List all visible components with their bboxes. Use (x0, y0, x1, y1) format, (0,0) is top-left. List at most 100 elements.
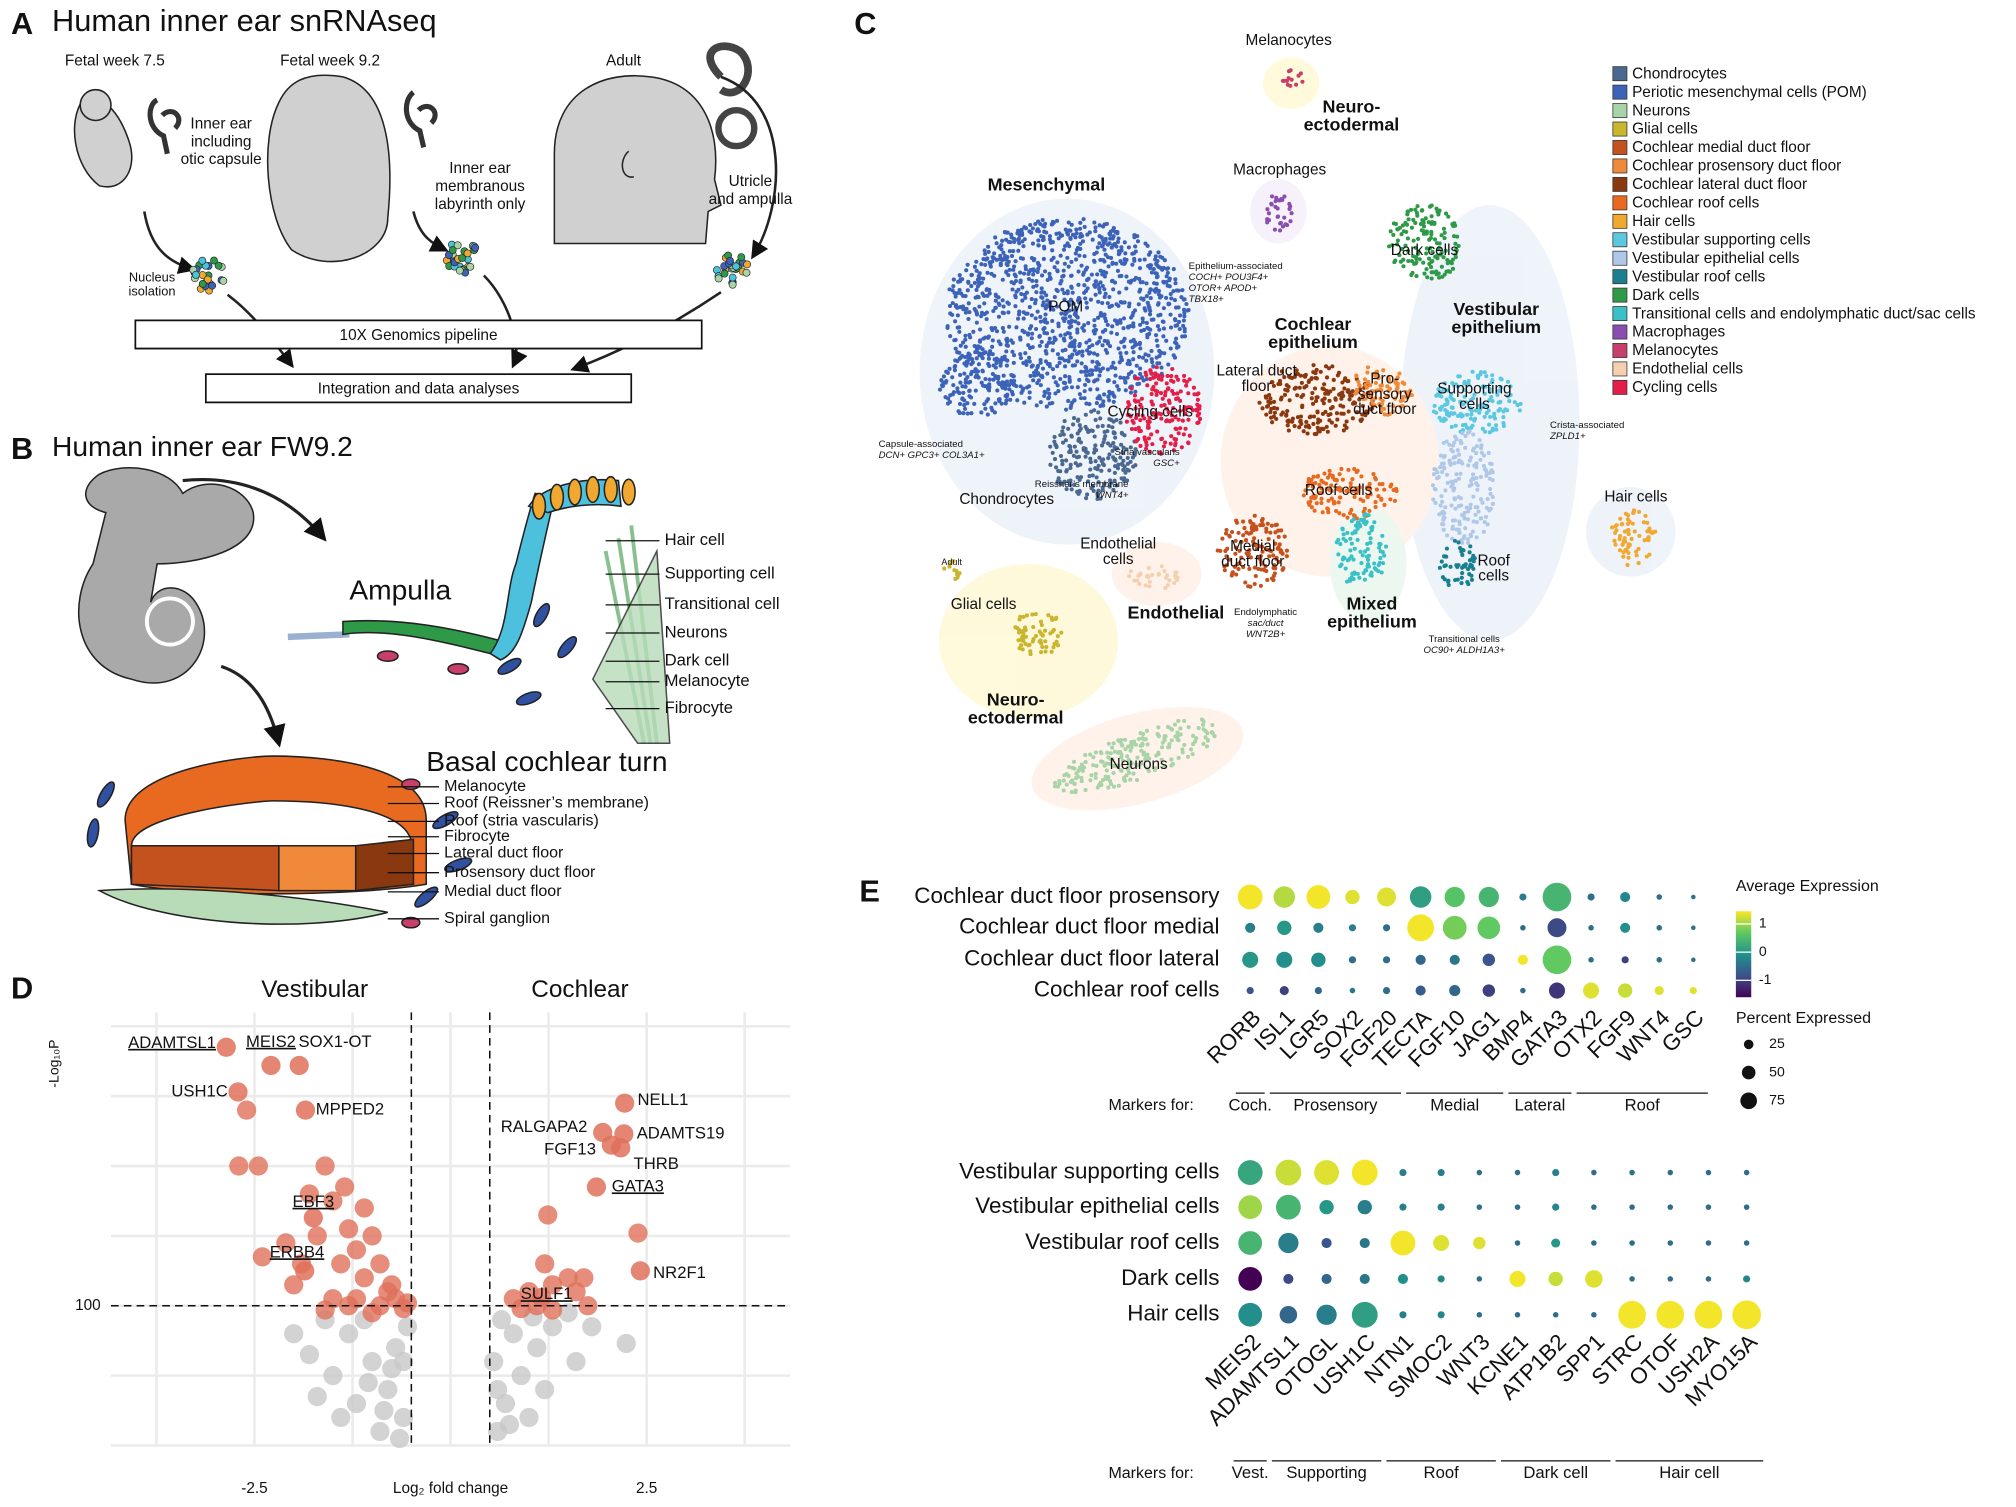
cell-dot (977, 280, 982, 285)
cell-dot (1012, 264, 1017, 269)
cell-dot (1413, 220, 1418, 226)
legend-swatch (1612, 140, 1628, 155)
group-label: Vestibular (261, 976, 368, 1003)
cell-dot (1453, 506, 1458, 511)
cell-dot (1112, 470, 1117, 475)
cell-dot (1634, 553, 1639, 558)
expression-dot (1245, 922, 1256, 933)
cell-dot (1617, 537, 1622, 542)
cell-dot (1076, 438, 1081, 443)
cell-dot (1114, 331, 1120, 337)
cell-dot (1156, 571, 1161, 576)
cell-dot (1244, 538, 1249, 543)
cell-dot (1037, 334, 1042, 339)
cell-dot (1322, 382, 1327, 387)
cell-dot (1033, 612, 1038, 617)
cell-dot (1210, 722, 1215, 728)
cell-dot (1035, 309, 1040, 314)
cell-dot (1026, 331, 1031, 336)
cell-dot (1000, 326, 1005, 331)
cell-dot (1072, 338, 1077, 343)
gene-point (284, 1324, 304, 1344)
expression-dot (1238, 1267, 1263, 1291)
significant-point (315, 1300, 335, 1320)
cell-dot (1048, 444, 1053, 449)
cell-dot (1092, 251, 1097, 257)
cell-dot (1096, 339, 1102, 344)
cell-dot (1425, 275, 1430, 280)
expression-dot (1482, 984, 1496, 997)
cell-dot (1107, 417, 1112, 422)
expression-dot (1277, 920, 1292, 935)
cell-dot (1121, 339, 1126, 344)
cell-dot (1195, 397, 1200, 402)
cell-dot (1076, 282, 1081, 287)
cell-dot (1319, 500, 1324, 506)
expression-dot (1278, 1232, 1299, 1254)
cell-dot (1012, 239, 1017, 245)
cell-dot (1111, 430, 1116, 435)
cell-dot (1493, 423, 1499, 428)
region-label: Endothelial (1128, 603, 1225, 623)
cell-dot (1058, 433, 1063, 438)
cell-dot (1062, 297, 1067, 302)
cell-dot (1411, 238, 1416, 243)
cell-dot (1449, 261, 1454, 266)
annotation: Endolymphatic (1234, 607, 1297, 618)
cell-dot (1075, 385, 1080, 390)
cell-dot (1033, 298, 1038, 303)
cell-dot (1379, 409, 1384, 415)
cell-dot (1185, 754, 1191, 759)
cell-dot (1354, 489, 1359, 494)
cell-dot (981, 351, 986, 356)
cell-dot (1297, 425, 1302, 430)
cell-dot (1380, 482, 1385, 487)
cell-dot (1260, 406, 1265, 411)
cell-dot (1478, 407, 1483, 412)
ampulla-label: Melanocyte (665, 671, 750, 690)
labeled-point (611, 1138, 631, 1158)
cell-dot (1443, 248, 1448, 253)
cell-dot (1047, 336, 1052, 341)
cell-dot (972, 343, 977, 349)
cell-dot (1303, 374, 1308, 379)
cell-dot (1110, 236, 1115, 241)
cell-dot (1358, 524, 1363, 529)
cell-dot (1148, 376, 1153, 382)
cell-dot (1129, 745, 1134, 750)
cell-dot (1456, 476, 1461, 481)
cell-dot (1462, 387, 1468, 392)
cell-dot (1365, 557, 1371, 562)
cell-dot (1360, 553, 1365, 558)
cell-dot (1626, 532, 1631, 537)
cell-dot (1620, 542, 1625, 547)
cluster-label: cells (1478, 568, 1509, 585)
cell-dot (993, 365, 998, 370)
cell-dot (1004, 343, 1009, 348)
cell-dot (1006, 259, 1011, 264)
expression-dot (1667, 1169, 1674, 1176)
cluster-label: duct floor (1221, 554, 1284, 571)
panel-letter: D (11, 971, 33, 1006)
cell-dot (986, 361, 991, 366)
cell-dot (1484, 505, 1489, 510)
cell-dot (1473, 512, 1478, 517)
cell-dot (1376, 563, 1381, 568)
cell-dot (1445, 533, 1450, 538)
cell-dot (1081, 328, 1087, 333)
cell-dot (1403, 243, 1408, 248)
cell-dot (1144, 728, 1149, 733)
cell-dot (1437, 393, 1442, 398)
cell-dot (1090, 359, 1095, 364)
legend-swatch (1612, 195, 1628, 211)
expression-dot (1514, 1169, 1521, 1176)
ampulla-label: Dark cell (665, 651, 730, 670)
cell-dot (1095, 272, 1100, 277)
cell-dot (1266, 399, 1271, 404)
cell-dot (1444, 439, 1449, 444)
cell-dot (1115, 466, 1121, 471)
cell-dot (1092, 323, 1097, 328)
cell-dot (1062, 386, 1067, 391)
cell-dot (1402, 381, 1407, 386)
cell-dot (1223, 531, 1229, 536)
